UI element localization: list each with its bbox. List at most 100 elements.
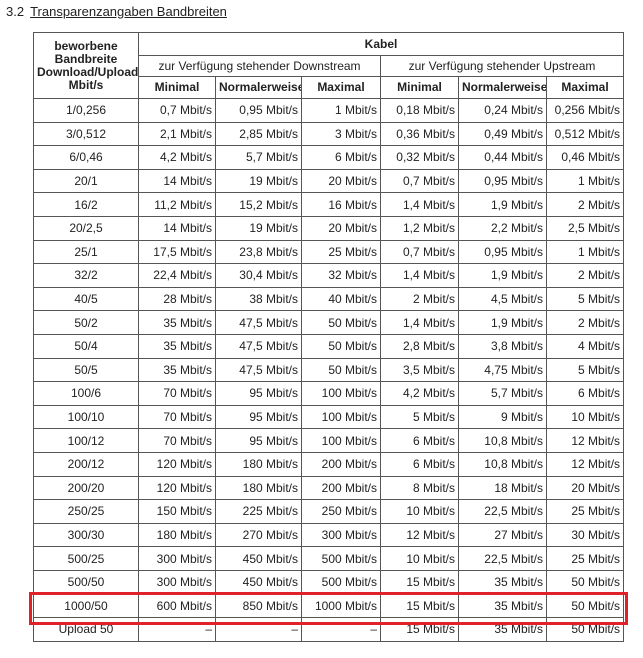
bandwidth-cell: 4,75 Mbit/s: [458, 357, 547, 383]
group-header: Kabel: [137, 32, 625, 56]
bandwidth-cell: –: [301, 617, 381, 642]
bandwidth-cell: 300 Mbit/s: [301, 522, 381, 548]
bandwidth-cell: 250 Mbit/s: [301, 499, 381, 524]
bandwidth-cell: 0,36 Mbit/s: [380, 121, 459, 147]
bandwidth-cell: 2,1 Mbit/s: [138, 121, 216, 147]
bandwidth-cell: 32 Mbit/s: [301, 263, 381, 288]
bandwidth-tier: 16/2: [33, 192, 139, 217]
bandwidth-cell: 5 Mbit/s: [545, 286, 625, 312]
subgroup-header: zur Verfügung stehender Downstream: [138, 55, 381, 77]
bandwidth-cell: 0,44 Mbit/s: [458, 145, 547, 170]
bandwidth-cell: 30,4 Mbit/s: [215, 263, 302, 288]
bandwidth-cell: 1,9 Mbit/s: [458, 310, 547, 335]
bandwidth-tier: 500/50: [33, 569, 139, 595]
table-row: 500/50 300 Mbit/s 450 Mbit/s 500 Mbit/s 15 M…: [33, 569, 625, 595]
bandwidth-cell: 6 Mbit/s: [380, 451, 459, 477]
bandwidth-cell: 0,24 Mbit/s: [458, 98, 547, 123]
bandwidth-cell: 150 Mbit/s: [138, 499, 216, 524]
bandwidth-cell: 2,2 Mbit/s: [458, 215, 547, 241]
bandwidth-tier: 40/5: [33, 286, 139, 312]
bandwidth-cell: 0,7 Mbit/s: [138, 98, 216, 123]
bandwidth-cell: 225 Mbit/s: [215, 499, 302, 524]
bandwidth-cell: 22,5 Mbit/s: [458, 499, 547, 524]
bandwidth-cell: 100 Mbit/s: [301, 404, 381, 430]
bandwidth-tier: 20/1: [33, 168, 139, 194]
bandwidth-cell: 3 Mbit/s: [301, 121, 381, 147]
table-row: 50/4 35 Mbit/s 47,5 Mbit/s 50 Mbit/s 2,8 Mbi…: [33, 333, 625, 359]
bandwidth-cell: 20 Mbit/s: [301, 215, 381, 241]
bandwidth-tier: 250/25: [33, 499, 139, 524]
bandwidth-cell: 4,5 Mbit/s: [458, 286, 547, 312]
bandwidth-cell: 50 Mbit/s: [301, 310, 381, 335]
bandwidth-cell: –: [138, 617, 216, 642]
bandwidth-cell: 10 Mbit/s: [380, 546, 459, 571]
highlight-box: [29, 592, 628, 625]
bandwidth-cell: 3,8 Mbit/s: [458, 333, 547, 359]
bandwidth-cell: 35 Mbit/s: [458, 617, 547, 642]
bandwidth-tier: 1/0,256: [33, 98, 139, 123]
bandwidth-cell: 1,9 Mbit/s: [458, 192, 547, 217]
bandwidth-cell: 200 Mbit/s: [301, 475, 381, 501]
bandwidth-cell: 25 Mbit/s: [301, 239, 381, 265]
bandwidth-cell: 6 Mbit/s: [380, 428, 459, 453]
section-heading: 3.2 Transparenzangaben Bandbreiten: [6, 4, 227, 19]
bandwidth-cell: 8 Mbit/s: [380, 475, 459, 501]
table-row: 20/1 14 Mbit/s 19 Mbit/s 20 Mbit/s 0,7 Mbit/…: [33, 168, 625, 194]
bandwidth-cell: 2 Mbit/s: [545, 263, 625, 288]
bandwidth-cell: 1,2 Mbit/s: [380, 215, 459, 241]
bandwidth-cell: 500 Mbit/s: [301, 569, 381, 595]
table-row: 200/20 120 Mbit/s 180 Mbit/s 200 Mbit/s 8 Mb…: [33, 475, 625, 501]
bandwidth-cell: 50 Mbit/s: [545, 617, 625, 642]
bandwidth-cell: 19 Mbit/s: [215, 215, 302, 241]
table-row: 100/6 70 Mbit/s 95 Mbit/s 100 Mbit/s 4,2 Mbi…: [33, 381, 625, 406]
bandwidth-tier: 100/12: [33, 428, 139, 453]
bandwidth-cell: 2 Mbit/s: [380, 286, 459, 312]
bandwidth-tier: 50/4: [33, 333, 139, 359]
bandwidth-cell: 95 Mbit/s: [215, 428, 302, 453]
bandwidth-cell: 0,7 Mbit/s: [380, 168, 459, 194]
corner-header-line: Bandbreite: [54, 51, 118, 66]
bandwidth-cell: 50 Mbit/s: [545, 593, 625, 619]
bandwidth-cell: 0,18 Mbit/s: [380, 98, 459, 123]
table-row: 300/30 180 Mbit/s 270 Mbit/s 300 Mbit/s 12 M…: [33, 522, 625, 548]
table-row: 200/12 120 Mbit/s 180 Mbit/s 200 Mbit/s 6 Mb…: [33, 451, 625, 477]
bandwidth-cell: 300 Mbit/s: [138, 569, 216, 595]
bandwidth-cell: 11,2 Mbit/s: [138, 192, 216, 217]
table-row: 16/2 11,2 Mbit/s 15,2 Mbit/s 16 Mbit/s 1,4 M…: [33, 192, 625, 217]
bandwidth-cell: 70 Mbit/s: [138, 404, 216, 430]
column-header: Maximal: [301, 76, 381, 99]
bandwidth-cell: 12 Mbit/s: [545, 428, 625, 453]
bandwidth-cell: 1,4 Mbit/s: [380, 192, 459, 217]
table-row: Upload 50– – –15 Mbit/s 35 Mbit/s 50 Mbit/s: [33, 617, 625, 642]
bandwidth-cell: 22,4 Mbit/s: [138, 263, 216, 288]
corner-header-line: Download/Upload: [37, 64, 139, 79]
bandwidth-cell: 5 Mbit/s: [380, 404, 459, 430]
bandwidth-cell: 9 Mbit/s: [458, 404, 547, 430]
corner-header-line: Mbit/s: [68, 77, 104, 92]
bandwidth-cell: 25 Mbit/s: [545, 546, 625, 571]
table-row: 50/5 35 Mbit/s 47,5 Mbit/s 50 Mbit/s 3,5 Mbi…: [33, 357, 625, 383]
bandwidth-cell: 4 Mbit/s: [545, 333, 625, 359]
bandwidth-cell: 40 Mbit/s: [301, 286, 381, 312]
bandwidth-tier: 200/12: [33, 451, 139, 477]
bandwidth-cell: 20 Mbit/s: [545, 475, 625, 501]
bandwidth-tier: 100/10: [33, 404, 139, 430]
table-row: 250/25 150 Mbit/s 225 Mbit/s 250 Mbit/s 10 M…: [33, 499, 625, 524]
bandwidth-cell: 35 Mbit/s: [138, 357, 216, 383]
bandwidth-cell: 95 Mbit/s: [215, 404, 302, 430]
bandwidth-cell: 1,4 Mbit/s: [380, 310, 459, 335]
bandwidth-cell: 0,95 Mbit/s: [458, 168, 547, 194]
bandwidth-cell: 6 Mbit/s: [545, 381, 625, 406]
bandwidth-tier: 100/6: [33, 381, 139, 406]
column-header: Minimal: [380, 76, 459, 99]
bandwidth-cell: 1 Mbit/s: [545, 239, 625, 265]
bandwidth-cell: 1,4 Mbit/s: [380, 263, 459, 288]
bandwidth-cell: 70 Mbit/s: [138, 428, 216, 453]
bandwidth-cell: 3,5 Mbit/s: [380, 357, 459, 383]
bandwidth-cell: 0,95 Mbit/s: [458, 239, 547, 265]
bandwidth-cell: 1 Mbit/s: [301, 98, 381, 123]
table-row: 40/5 28 Mbit/s 38 Mbit/s 40 Mbit/s 2 Mbit/s 4…: [33, 286, 625, 312]
bandwidth-cell: 120 Mbit/s: [138, 451, 216, 477]
bandwidth-tier: Upload 50: [33, 617, 139, 642]
